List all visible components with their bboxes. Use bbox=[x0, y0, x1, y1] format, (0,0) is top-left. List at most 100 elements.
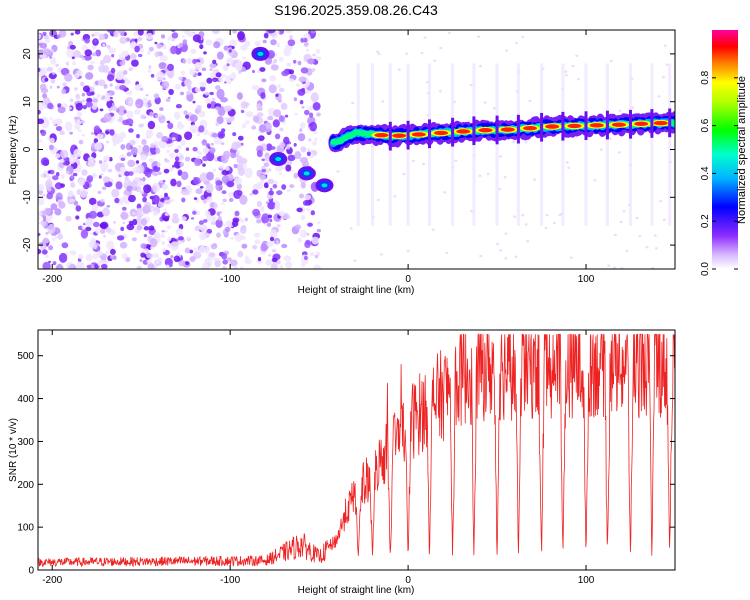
noise-speckle bbox=[439, 46, 443, 50]
noise-blob bbox=[219, 211, 223, 214]
noise-blob bbox=[81, 57, 86, 61]
ridge-whisker bbox=[451, 117, 455, 147]
noise-blob bbox=[185, 261, 190, 265]
noise-blob bbox=[298, 76, 307, 83]
noise-speckle bbox=[503, 176, 507, 179]
noise-blob bbox=[309, 121, 318, 132]
noise-speckle bbox=[493, 107, 496, 110]
noise-blob bbox=[256, 112, 264, 118]
noise-blob bbox=[95, 227, 101, 234]
noise-blob bbox=[175, 228, 183, 236]
spectrogram-ytick-label: 20 bbox=[22, 48, 33, 60]
noise-blob bbox=[50, 169, 55, 175]
noise-blob bbox=[260, 207, 265, 212]
noise-blob bbox=[285, 30, 292, 34]
noise-blob bbox=[209, 252, 216, 257]
noise-blob bbox=[42, 215, 47, 220]
noise-blob bbox=[85, 253, 93, 262]
noise-blob bbox=[113, 30, 119, 38]
noise-blob bbox=[70, 182, 76, 188]
noise-blob bbox=[111, 133, 120, 144]
noise-blob bbox=[226, 117, 233, 124]
noise-blob bbox=[226, 257, 232, 262]
noise-blob bbox=[97, 190, 102, 195]
noise-blob bbox=[156, 43, 162, 49]
noise-blob bbox=[85, 72, 94, 80]
noise-blob bbox=[55, 263, 64, 269]
noise-speckle bbox=[635, 216, 639, 220]
noise-blob bbox=[157, 171, 162, 175]
noise-blob bbox=[103, 160, 107, 163]
noise-blob bbox=[315, 56, 322, 61]
noise-blob bbox=[164, 159, 170, 163]
noise-blob bbox=[46, 66, 54, 72]
noise-blob bbox=[62, 82, 67, 86]
noise-blob bbox=[167, 236, 172, 242]
noise-blob bbox=[216, 88, 225, 100]
noise-blob bbox=[175, 104, 182, 109]
noise-blob bbox=[106, 44, 111, 49]
noise-blob bbox=[120, 166, 125, 172]
noise-blob bbox=[205, 154, 209, 158]
noise-blob bbox=[69, 98, 74, 103]
colorbar-tick-label: 0.4 bbox=[700, 166, 711, 180]
noise-blob bbox=[269, 236, 275, 242]
noise-blob bbox=[59, 149, 69, 159]
noise-blob bbox=[270, 146, 276, 150]
noise-blob bbox=[42, 194, 46, 197]
noise-blob bbox=[74, 123, 81, 130]
noise-blob bbox=[41, 249, 48, 255]
noise-blob bbox=[78, 178, 86, 186]
noise-blob bbox=[221, 153, 229, 164]
noise-blob bbox=[241, 123, 247, 129]
noise-blob bbox=[149, 143, 156, 149]
noise-blob bbox=[88, 197, 97, 206]
noise-blob bbox=[114, 197, 120, 204]
early-blob bbox=[321, 183, 328, 188]
noise-blob bbox=[47, 186, 52, 192]
noise-blob bbox=[118, 54, 124, 61]
noise-blob bbox=[171, 241, 179, 247]
noise-blob bbox=[89, 86, 95, 93]
noise-blob bbox=[177, 171, 182, 176]
noise-blob bbox=[194, 61, 202, 71]
noise-blob bbox=[273, 109, 282, 118]
noise-blob bbox=[45, 179, 53, 189]
noise-blob bbox=[186, 236, 190, 240]
noise-blob bbox=[221, 128, 226, 133]
noise-blob bbox=[208, 146, 211, 149]
snr-ylabel: SNR (10 * v/v) bbox=[8, 418, 19, 482]
noise-blob bbox=[96, 251, 103, 256]
noise-blob bbox=[220, 96, 228, 103]
noise-blob bbox=[100, 198, 105, 203]
noise-blob bbox=[98, 175, 102, 179]
noise-blob bbox=[145, 94, 149, 97]
noise-blob bbox=[125, 118, 134, 126]
noise-speckle bbox=[377, 52, 381, 56]
noise-blob bbox=[153, 93, 160, 99]
noise-blob bbox=[196, 155, 201, 159]
noise-blob bbox=[140, 113, 146, 120]
noise-blob bbox=[142, 196, 148, 203]
noise-blob bbox=[228, 49, 232, 53]
noise-speckle bbox=[665, 63, 669, 66]
noise-blob bbox=[93, 31, 101, 37]
noise-blob bbox=[205, 258, 209, 263]
noise-speckle bbox=[521, 35, 525, 38]
noise-blob bbox=[184, 247, 191, 254]
noise-blob bbox=[75, 205, 82, 212]
noise-blob bbox=[240, 266, 244, 269]
noise-speckle bbox=[663, 44, 667, 47]
noise-blob bbox=[286, 63, 292, 67]
noise-blob bbox=[73, 200, 79, 206]
spectrogram-ytick-label: 0 bbox=[22, 146, 33, 152]
noise-blob bbox=[278, 115, 286, 123]
noise-blob bbox=[68, 106, 72, 110]
noise-blob bbox=[187, 85, 192, 91]
noise-blob bbox=[234, 61, 243, 72]
noise-blob bbox=[160, 233, 165, 239]
noise-blob bbox=[222, 198, 227, 202]
noise-blob bbox=[214, 260, 221, 268]
noise-blob bbox=[241, 243, 248, 249]
